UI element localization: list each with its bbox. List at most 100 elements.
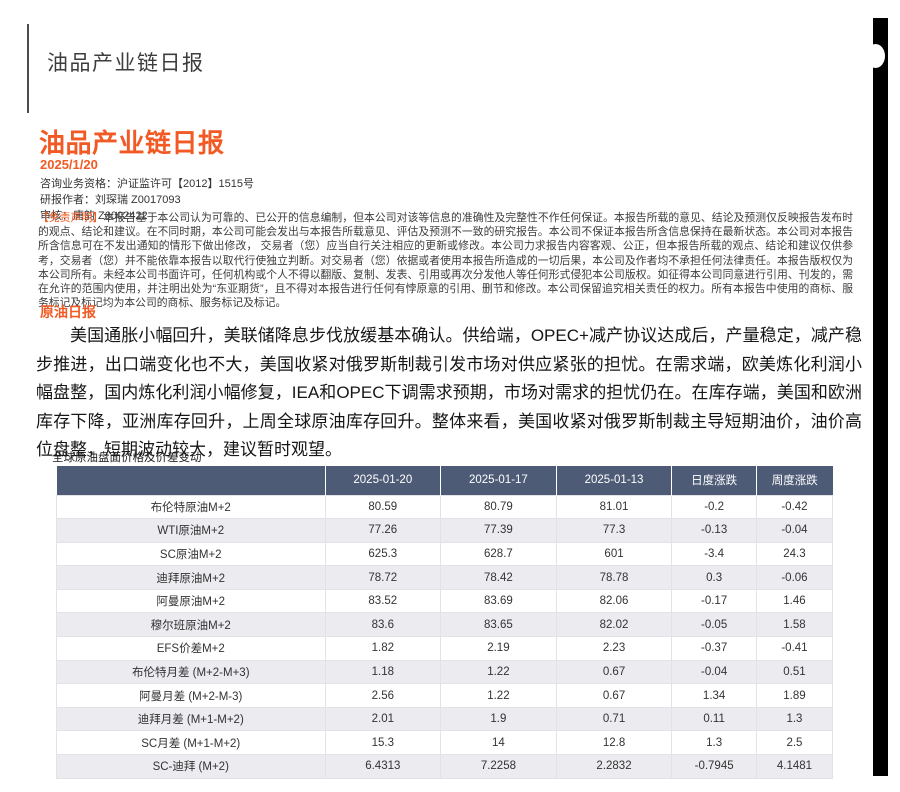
table-cell: 1.34 [671, 683, 757, 708]
table-cell: 601 [555, 541, 673, 567]
table-cell: 1.9 [440, 706, 557, 732]
table-cell: 2.2832 [555, 754, 673, 779]
table-cell: 布伦特原油M+2 [56, 494, 326, 520]
table-cell: EFS价差M+2 [56, 636, 326, 661]
table-cell: SC月差 (M+1-M+2) [56, 730, 326, 756]
table-cell: 81.01 [555, 494, 673, 520]
table-row: 迪拜原油M+2 78.72 78.42 78.78 0.3 -0.06 [56, 565, 834, 590]
table-cell: WTI原油M+2 [56, 518, 326, 543]
table-cell: 2.01 [324, 706, 442, 732]
price-table: 2025-01-20 2025-01-17 2025-01-13 日度涨跌 周度涨跌 布… [56, 466, 834, 779]
table-cell: -3.4 [671, 541, 757, 567]
scrollbar[interactable] [873, 18, 888, 776]
table-cell: 2.19 [440, 636, 557, 661]
credentials-block: 咨询业务资格：沪证监许可【2012】1515号 研报作者：刘琛瑞 Z001709… [40, 176, 254, 224]
table-cell: 0.51 [755, 659, 834, 685]
table-header-cell: 周度涨跌 [755, 466, 833, 495]
table-cell: 78.72 [324, 565, 442, 590]
price-table-body: 布伦特原油M+2 80.59 80.79 81.01 -0.2 -0.42 WTI原油M+2… [56, 494, 834, 779]
section-heading-crude-daily: 原油日报 [40, 304, 96, 320]
table-row: 穆尔班原油M+2 83.6 83.65 82.02 -0.05 1.58 [56, 612, 834, 638]
table-cell: 4.1481 [755, 754, 834, 779]
table-cell: -0.42 [755, 494, 834, 520]
table-cell: 80.79 [440, 494, 557, 520]
table-cell: 1.3 [755, 706, 834, 732]
table-cell: -0.06 [755, 565, 834, 590]
table-row: 迪拜月差 (M+1-M+2) 2.01 1.9 0.71 0.11 1.3 [56, 706, 834, 732]
table-cell: 1.82 [324, 636, 442, 661]
table-cell: 83.6 [324, 612, 442, 638]
document-header-title: 油品产业链日报 [47, 52, 205, 75]
author-line: 研报作者：刘琛瑞 Z0017093 [40, 194, 181, 206]
disclaimer-text: 本报告基于本公司认为可靠的、已公开的信息编制，但本公司对该等信息的准确性及完整性… [38, 212, 854, 310]
disclaimer-label: 【免责声明】 [38, 212, 104, 224]
table-cell: 6.4313 [324, 754, 442, 779]
table-row: SC月差 (M+1-M+2) 15.3 14 12.8 1.3 2.5 [56, 730, 834, 756]
table-cell: 77.39 [440, 518, 557, 543]
table-cell: 24.3 [755, 541, 834, 567]
table-cell: 83.69 [440, 588, 557, 614]
table-cell: 穆尔班原油M+2 [56, 612, 326, 638]
table-cell: 78.78 [555, 565, 673, 590]
table-row: 布伦特原油M+2 80.59 80.79 81.01 -0.2 -0.42 [56, 494, 834, 520]
header-vertical-rule [27, 24, 29, 113]
table-cell: 2.23 [555, 636, 673, 661]
table-cell: -0.04 [671, 659, 757, 685]
table-row: SC原油M+2 625.3 628.7 601 -3.4 24.3 [56, 541, 834, 567]
table-caption: 全球原油盘面价格及价差变动 [52, 452, 202, 464]
analysis-paragraph: 美国通胀小幅回升，美联储降息步伐放缓基本确认。供给端，OPEC+减产协议达成后，… [36, 326, 862, 460]
table-cell: 0.3 [671, 565, 757, 590]
table-cell: 80.59 [324, 494, 442, 520]
table-cell: 0.71 [555, 706, 673, 732]
table-cell: 1.22 [440, 683, 557, 708]
table-row: 阿曼月差 (M+2-M-3) 2.56 1.22 0.67 1.34 1.89 [56, 683, 834, 708]
table-header-cell: 2025-01-13 [555, 466, 672, 495]
table-cell: SC原油M+2 [56, 541, 326, 567]
table-cell: -0.13 [671, 518, 757, 543]
table-cell: 迪拜原油M+2 [56, 565, 326, 590]
table-header-cell: 日度涨跌 [671, 466, 757, 495]
table-cell: -0.05 [671, 612, 757, 638]
table-cell: 阿曼原油M+2 [56, 588, 326, 614]
table-cell: 布伦特月差 (M+2-M+3) [56, 659, 326, 685]
table-row: WTI原油M+2 77.26 77.39 77.3 -0.13 -0.04 [56, 518, 834, 543]
table-cell: 82.06 [555, 588, 673, 614]
table-cell: -0.41 [755, 636, 834, 661]
report-date: 2025/1/20 [40, 157, 98, 172]
table-cell: 2.56 [324, 683, 442, 708]
table-header-cell: 2025-01-20 [324, 466, 441, 495]
table-cell: 83.52 [324, 588, 442, 614]
table-cell: 77.3 [555, 518, 673, 543]
report-title: 油品产业链日报 [39, 128, 225, 158]
table-cell: 1.89 [755, 683, 834, 708]
table-cell: 14 [440, 730, 557, 756]
price-table-header-row: 2025-01-20 2025-01-17 2025-01-13 日度涨跌 周度涨跌 [56, 466, 833, 495]
table-cell: 78.42 [440, 565, 557, 590]
table-cell: 15.3 [324, 730, 442, 756]
table-cell: 82.02 [555, 612, 673, 638]
license-line: 咨询业务资格：沪证监许可【2012】1515号 [40, 178, 254, 190]
table-cell: 0.67 [555, 683, 673, 708]
table-cell: 1.22 [440, 659, 557, 685]
table-cell: 1.3 [671, 730, 757, 756]
table-cell: -0.04 [755, 518, 834, 543]
table-cell: -0.7945 [671, 754, 757, 779]
table-cell: 0.67 [555, 659, 673, 685]
table-cell: 83.65 [440, 612, 557, 638]
table-cell: 628.7 [440, 541, 557, 567]
table-cell: 625.3 [324, 541, 442, 567]
table-cell: 7.2258 [440, 754, 557, 779]
table-cell: 2.5 [755, 730, 834, 756]
table-cell: 0.11 [671, 706, 757, 732]
table-cell: 阿曼月差 (M+2-M-3) [56, 683, 326, 708]
table-cell: SC-迪拜 (M+2) [56, 754, 326, 779]
scrollbar-notch [866, 44, 885, 68]
table-row: EFS价差M+2 1.82 2.19 2.23 -0.37 -0.41 [56, 636, 834, 661]
table-cell: 1.46 [755, 588, 834, 614]
table-cell: 迪拜月差 (M+1-M+2) [56, 706, 326, 732]
table-cell: 1.58 [755, 612, 834, 638]
table-row: 布伦特月差 (M+2-M+3) 1.18 1.22 0.67 -0.04 0.51 [56, 659, 834, 685]
reviewer-line: 审核：唐韵 Z0002422 [40, 210, 148, 222]
table-row: 阿曼原油M+2 83.52 83.69 82.06 -0.17 1.46 [56, 588, 834, 614]
